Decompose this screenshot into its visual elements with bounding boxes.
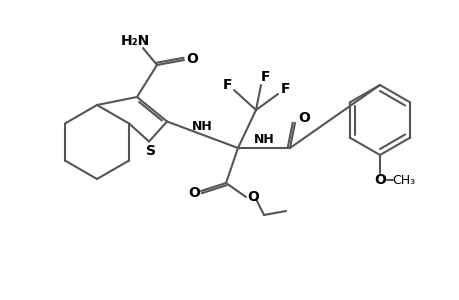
Text: H₂N: H₂N <box>120 34 149 48</box>
Text: NH: NH <box>253 133 274 146</box>
Text: O: O <box>188 186 200 200</box>
Text: O: O <box>246 190 258 204</box>
Text: O: O <box>185 52 197 66</box>
Text: F: F <box>280 82 290 96</box>
Text: CH₃: CH₃ <box>392 173 414 187</box>
Text: S: S <box>146 143 156 158</box>
Text: NH: NH <box>192 120 213 133</box>
Text: F: F <box>223 78 232 92</box>
Text: O: O <box>373 173 385 187</box>
Text: O: O <box>297 111 309 125</box>
Text: F: F <box>261 70 270 84</box>
